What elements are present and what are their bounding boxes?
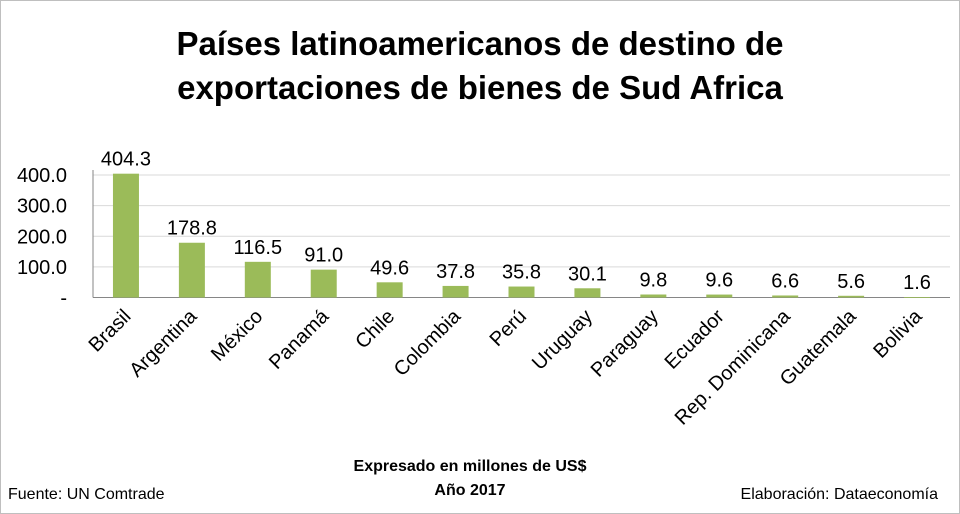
chart-title: Países latinoamericanos de destino de ex…: [0, 22, 960, 110]
x-tick-label: Rep. Dominicana: [671, 305, 796, 430]
bar: [574, 288, 601, 298]
bar: [310, 269, 337, 298]
x-tick-label: Ecuador: [661, 305, 729, 373]
x-tick-label: Perú: [486, 305, 531, 350]
units-caption: Expresado en millones de US$: [353, 458, 587, 475]
y-tick-label: 300.0: [17, 196, 67, 218]
data-label: 116.5: [234, 237, 283, 259]
bar: [838, 295, 865, 298]
x-tick-label: Paraguay: [587, 305, 663, 381]
data-label: 30.1: [568, 263, 607, 285]
chart-title-line-1: Países latinoamericanos de destino de: [176, 25, 784, 62]
data-label: 37.8: [436, 261, 475, 283]
x-tick-label: Uruguay: [528, 305, 597, 374]
year-caption: Año 2017: [434, 482, 506, 499]
chart-title-line-2: exportaciones de bienes de Sud Africa: [177, 69, 783, 106]
y-tick-label: -: [60, 288, 67, 310]
x-tick-label: Brasil: [85, 305, 136, 356]
x-tick-label: Bolivia: [869, 305, 927, 363]
bar: [442, 285, 469, 298]
x-tick-label: Colombia: [390, 305, 466, 381]
data-label: 404.3: [101, 149, 151, 171]
x-tick-label: México: [207, 305, 267, 365]
data-label: 178.8: [167, 218, 217, 240]
x-tick-label: Chile: [351, 305, 399, 353]
source-note: Fuente: UN Comtrade: [8, 486, 165, 503]
bar: [706, 294, 733, 298]
y-tick-label: 200.0: [17, 226, 67, 248]
bar: [112, 173, 139, 298]
data-label: 49.6: [370, 257, 409, 279]
x-tick-label: Panamá: [265, 305, 334, 374]
bar: [508, 286, 535, 298]
bar: [178, 242, 205, 298]
data-label: 1.6: [903, 272, 931, 294]
data-label: 91.0: [304, 245, 343, 267]
data-label: 9.6: [705, 270, 733, 292]
data-label: 6.6: [771, 270, 799, 292]
data-label: 9.8: [639, 269, 667, 291]
bar: [376, 282, 403, 298]
data-label: 5.6: [837, 271, 865, 293]
y-tick-label: 400.0: [17, 165, 67, 187]
credit-note: Elaboración: Dataeconomía: [740, 486, 938, 503]
bar: [904, 297, 931, 298]
bar: [244, 261, 271, 298]
bar: [640, 294, 667, 298]
x-tick-label: Argentina: [125, 305, 202, 382]
y-tick-label: 100.0: [17, 257, 67, 279]
data-label: 35.8: [502, 262, 541, 284]
bar: [772, 295, 799, 298]
